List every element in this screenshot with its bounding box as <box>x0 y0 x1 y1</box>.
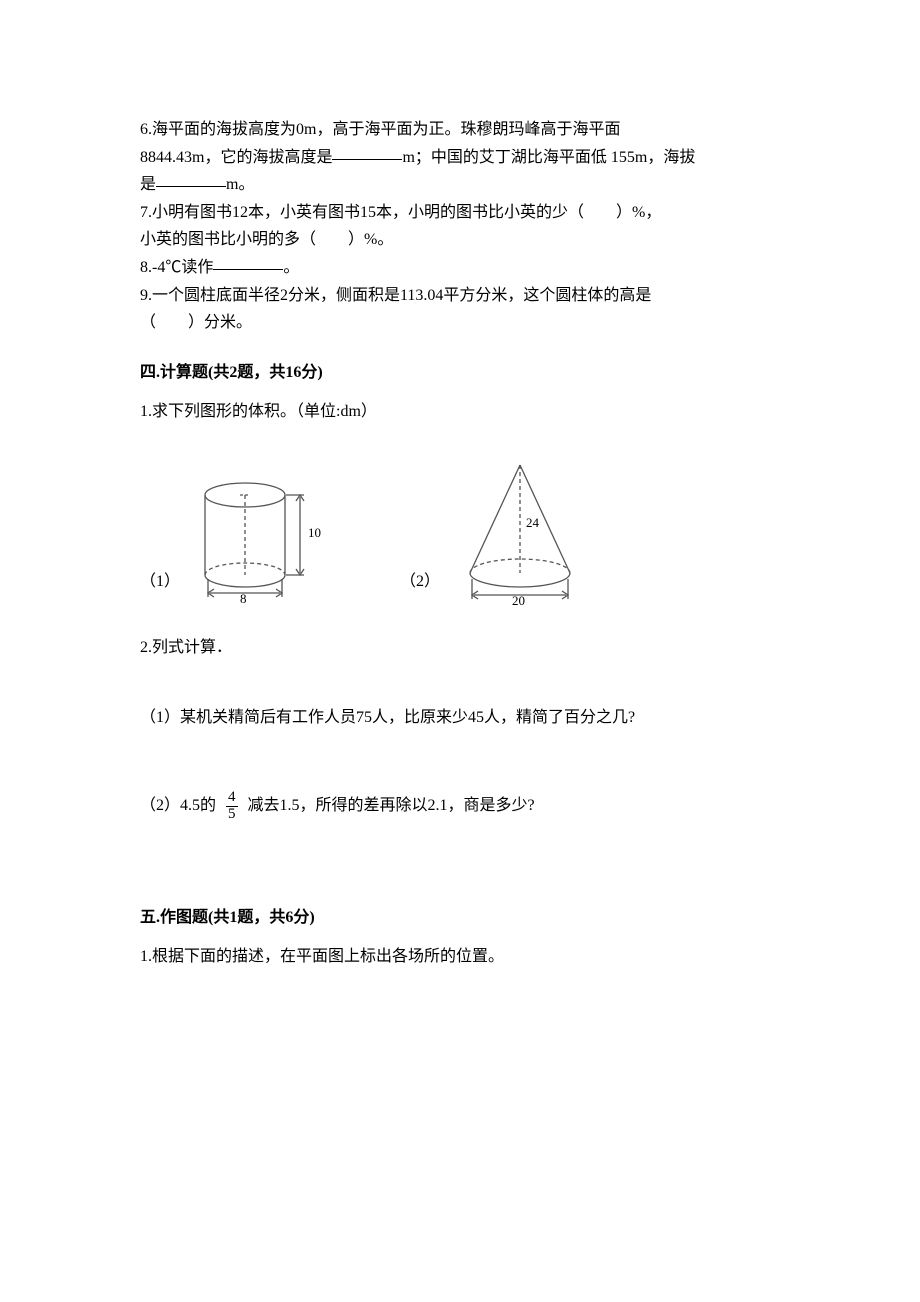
q6-text-c: 是 <box>140 176 156 193</box>
s4-q2-text: 2.列式计算． <box>140 635 780 661</box>
question-8: 8.-4℃读作 。 <box>140 255 780 281</box>
q6-unit1: m；中国的艾丁湖比海平面低 155m，海拔 <box>402 149 695 166</box>
s4-q2-p2a: （2）4.5的 <box>140 797 216 814</box>
frac-den: 5 <box>226 807 238 823</box>
cylinder-d-label: 8 <box>240 591 247 605</box>
section-4-title: 四.计算题(共2题，共16分) <box>140 360 780 386</box>
question-6-line-2: 8844.43m，它的海拔高度是 m；中国的艾丁湖比海平面低 155m，海拔 <box>140 145 780 171</box>
figure-1-label: （1） <box>140 569 180 595</box>
q6-unit2: m。 <box>226 176 254 193</box>
s4-q2-p1: （1）某机关精简后有工作人员75人，比原来少45人，精简了百分之几? <box>140 705 780 731</box>
figure-1-wrap: （1） <box>140 475 340 605</box>
q6-blank-2 <box>156 171 226 187</box>
frac-num: 4 <box>226 790 238 807</box>
q6-text-b: 8844.43m，它的海拔高度是 <box>140 149 332 166</box>
cone-d-label: 20 <box>512 593 525 605</box>
question-6-line-3: 是 m。 <box>140 172 780 198</box>
cone-h-label: 24 <box>526 515 540 530</box>
figure-row: （1） <box>140 455 780 605</box>
figure-2-wrap: （2） 24 20 <box>400 455 600 605</box>
question-9-line-1: 9.一个圆柱底面半径2分米，侧面积是113.04平方分米，这个圆柱体的高是 <box>140 283 780 309</box>
q8-blank <box>213 254 283 270</box>
q8-suffix: 。 <box>283 259 299 276</box>
cylinder-icon: 8 10 <box>190 475 340 605</box>
q6-blank-1 <box>332 144 402 160</box>
s5-q1-text: 1.根据下面的描述，在平面图上标出各场所的位置。 <box>140 944 780 970</box>
cylinder-h-label: 10 <box>308 525 321 540</box>
s4-q2-p2b: 减去1.5，所得的差再除以2.1，商是多少? <box>248 797 535 814</box>
question-9-line-2: （ ）分米。 <box>140 310 780 336</box>
cone-icon: 24 20 <box>450 455 600 605</box>
q8-prefix: 8.-4℃读作 <box>140 259 213 276</box>
q6-text-a: 6.海平面的海拔高度为0m，高于海平面为正。珠穆朗玛峰高于海平面 <box>140 121 620 138</box>
section-5-title: 五.作图题(共1题，共6分) <box>140 905 780 931</box>
question-6-line-1: 6.海平面的海拔高度为0m，高于海平面为正。珠穆朗玛峰高于海平面 <box>140 117 780 143</box>
s4-q1-text: 1.求下列图形的体积。（单位:dm） <box>140 399 780 425</box>
fraction-icon: 4 5 <box>226 790 238 823</box>
figure-2-label: （2） <box>400 569 440 595</box>
question-7-line-1: 7.小明有图书12本，小英有图书15本，小明的图书比小英的少（ ）%， <box>140 200 780 226</box>
question-7-line-2: 小英的图书比小明的多（ ）%。 <box>140 227 780 253</box>
s4-q2-p2: （2）4.5的 4 5 减去1.5，所得的差再除以2.1，商是多少? <box>140 790 780 823</box>
